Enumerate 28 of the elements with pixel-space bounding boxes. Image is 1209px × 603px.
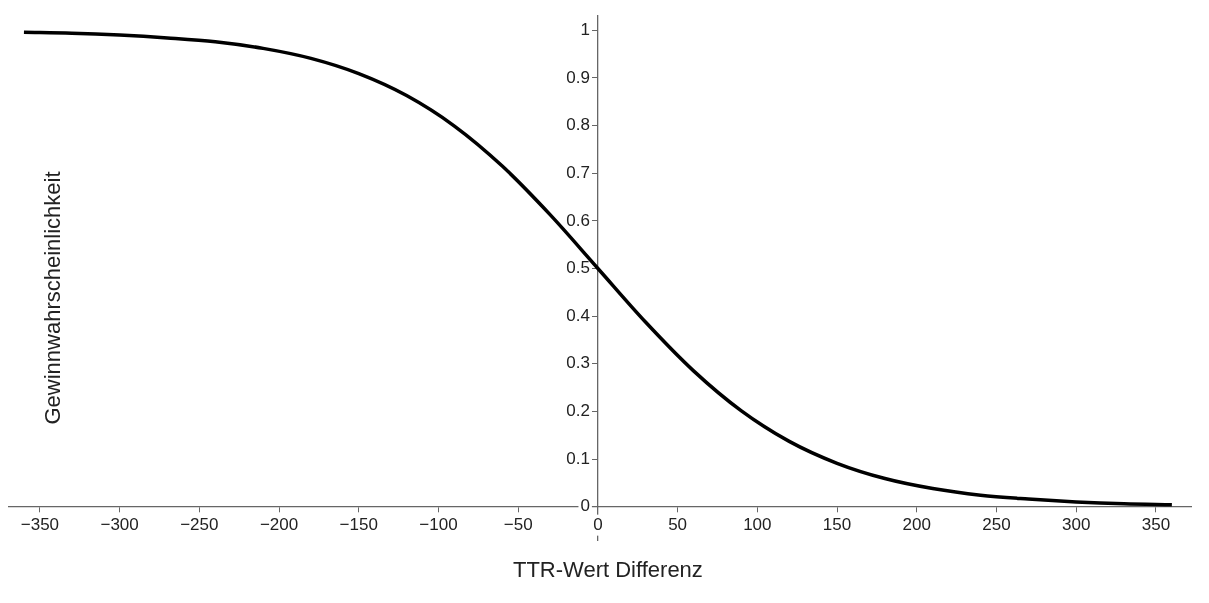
y-tick-label: 0 [580, 496, 590, 516]
x-tick-label: 150 [822, 514, 852, 534]
x-tick-label: −100 [419, 514, 458, 534]
x-tick-label: 0 [593, 514, 603, 534]
y-tick-label: 1 [580, 19, 590, 39]
x-axis-title: TTR-Wert Differenz [512, 557, 703, 583]
x-tick-label: −250 [180, 514, 219, 534]
x-tick-label: 250 [982, 514, 1011, 534]
y-axis-title: Gewinnwahrscheinlichkeit [40, 171, 66, 425]
x-tick-label: 100 [743, 514, 772, 534]
y-tick-label: 0.9 [566, 67, 590, 87]
x-tick-label: −350 [20, 514, 60, 534]
y-tick-label: 0.8 [566, 115, 590, 135]
x-tick-label: 200 [902, 514, 931, 534]
x-tick-label: 50 [668, 514, 688, 534]
y-tick-label: 0.2 [566, 401, 590, 421]
x-tick-label: 300 [1062, 514, 1091, 534]
x-tick-label: −200 [259, 514, 299, 534]
y-tick-label: 0.6 [566, 210, 590, 230]
y-tick-label: 0.5 [566, 258, 590, 278]
y-tick-label: 0.1 [566, 448, 590, 468]
y-tick-label: 0.3 [566, 353, 590, 373]
x-tick-label: 350 [1141, 514, 1171, 534]
x-tick-label: −50 [503, 514, 533, 534]
x-tick-label: −150 [339, 514, 378, 534]
y-tick-label: 0.4 [566, 305, 590, 325]
y-tick-label: 0.7 [566, 162, 590, 182]
x-tick-label: −300 [100, 514, 139, 534]
